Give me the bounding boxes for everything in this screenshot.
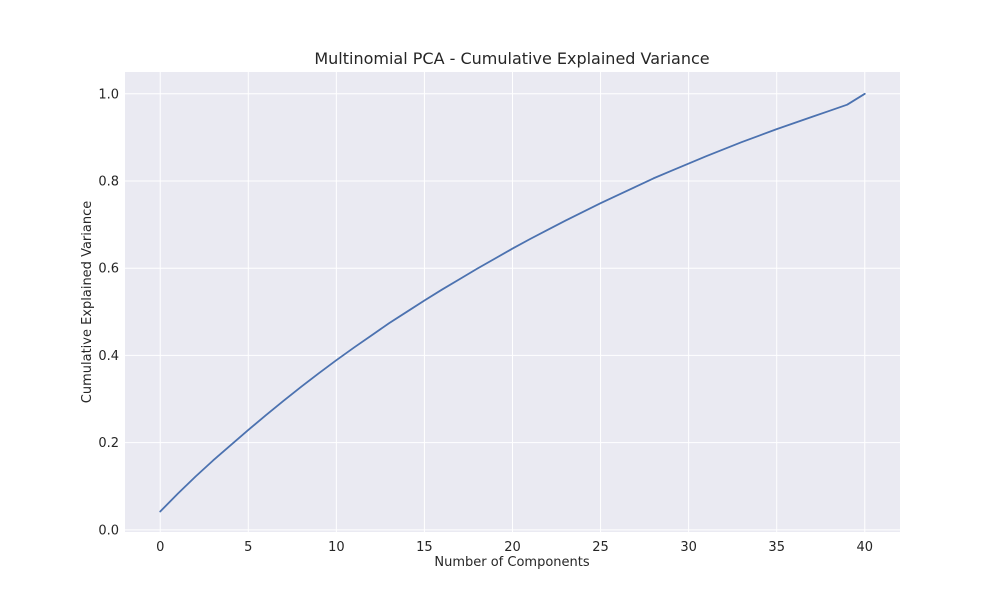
x-tick-label: 40 [856,540,873,555]
y-tick-label: 1.0 [98,87,119,102]
y-tick-label: 0.8 [98,175,119,190]
x-axis-label: Number of Components [434,555,589,570]
y-tick-label: 0.2 [98,436,119,451]
grid [125,72,900,532]
y-tick-label: 0.0 [98,523,119,538]
x-tick-label: 30 [680,540,697,555]
x-tick-label: 15 [416,540,433,555]
x-tick-label: 5 [244,540,252,555]
x-tick-label: 25 [592,540,609,555]
y-tick-label: 0.6 [98,262,119,277]
y-axis-label: Cumulative Explained Variance [80,201,95,403]
x-tick-label: 35 [768,540,785,555]
series-layer [159,92,866,513]
chart-title: Multinomial PCA - Cumulative Explained V… [314,49,709,68]
x-tick-labels: 0 5 10 15 20 25 30 35 40 [156,540,873,555]
x-tick-label: 10 [328,540,345,555]
y-tick-labels: 0.0 0.2 0.4 0.6 0.8 1.0 [98,87,119,538]
series-line [159,92,866,513]
y-tick-label: 0.4 [98,349,119,364]
x-tick-label: 0 [156,540,164,555]
x-tick-label: 20 [504,540,521,555]
